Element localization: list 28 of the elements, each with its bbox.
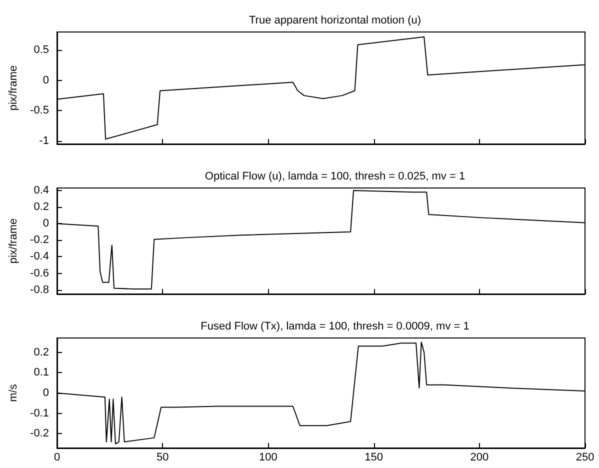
y-tick-label: 0: [42, 74, 49, 86]
y-tick-label: 0.1: [34, 366, 49, 379]
x-tick-label: 150: [364, 452, 383, 464]
y-tick-label: -0.2: [30, 234, 49, 246]
y-tick-label: -0.2: [30, 428, 49, 440]
chart-title: Fused Flow (Tx), lamda = 100, thresh = 0.0009, mv = 1: [200, 320, 470, 332]
y-tick-label: -1: [39, 134, 49, 147]
y-tick-label: 0.2: [34, 346, 49, 358]
y-tick-label: -0.4: [30, 250, 49, 263]
y-tick-label: 0: [42, 387, 49, 399]
y-tick-label: 0: [42, 218, 49, 230]
y-axis-title: pix/frame: [8, 218, 20, 264]
y-axis-title: m/s: [8, 384, 20, 402]
chart-title: Optical Flow (u), lamda = 100, thresh = 0.025, mv = 1: [204, 170, 466, 182]
y-tick-label: 0.4: [34, 184, 49, 196]
y-axis-title: pix/frame: [8, 65, 20, 111]
y-tick-label: 0.2: [34, 201, 49, 214]
x-tick-label: 100: [259, 452, 278, 464]
x-tick-label: 250: [576, 452, 594, 464]
y-tick-label: -0.6: [30, 267, 49, 280]
x-tick-label: 200: [470, 452, 489, 464]
y-tick-label: -0.8: [30, 284, 49, 296]
y-tick-label: -0.5: [30, 104, 49, 117]
y-tick-label: -0.1: [30, 407, 49, 420]
x-tick-label: 50: [156, 452, 169, 464]
x-tick-label: 0: [54, 452, 60, 464]
chart-title: True apparent horizontal motion (u): [248, 14, 422, 26]
y-tick-label: 0.5: [34, 44, 49, 56]
